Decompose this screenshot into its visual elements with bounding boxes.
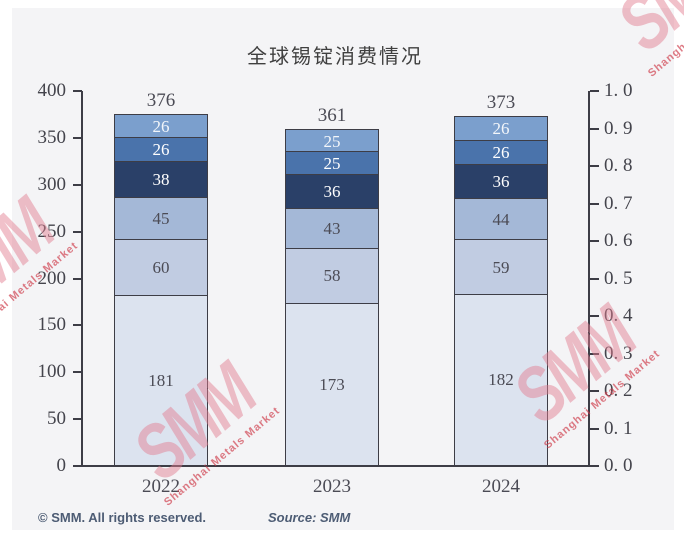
left-axis-tick <box>73 465 82 467</box>
bar-segment-value: 36 <box>323 182 341 202</box>
left-axis-tick <box>73 418 82 421</box>
right-axis-tick <box>590 390 599 392</box>
right-axis-tick <box>590 202 599 205</box>
bar-segment-value: 60 <box>152 258 170 278</box>
right-axis-tick <box>590 240 599 242</box>
right-axis-tick-label: 0. 9 <box>604 117 633 139</box>
bar-segment-segment-2: 60 <box>114 240 208 297</box>
right-axis-tick <box>590 315 599 317</box>
bar-segment-value: 181 <box>148 371 174 391</box>
left-axis-tick <box>73 230 82 233</box>
bar-segment-segment-3: 43 <box>285 209 379 250</box>
x-axis-line <box>81 465 590 467</box>
left-axis-line <box>81 91 83 467</box>
left-axis-tick-label: 100 <box>37 361 67 383</box>
bar-segment-segment-6-top: 26 <box>454 116 548 141</box>
bar-segment-value: 44 <box>492 209 510 229</box>
left-axis-tick-label: 200 <box>37 267 67 289</box>
bar-segment-value: 173 <box>319 374 345 394</box>
bar-segment-segment-1-bottom: 173 <box>285 303 379 466</box>
left-axis-tick <box>73 324 82 327</box>
x-axis-category-label: 2022 <box>142 476 180 497</box>
copyright-text: © SMM. All rights reserved. <box>38 510 207 525</box>
bar-segment-segment-4: 38 <box>114 162 208 198</box>
bar-segment-segment-6-top: 25 <box>285 128 379 152</box>
left-axis-tick-label: 50 <box>47 408 66 430</box>
bar-segment-value: 26 <box>492 119 510 139</box>
right-axis-tick-label: 0. 2 <box>604 380 633 401</box>
left-axis-tick-label: 250 <box>37 220 67 242</box>
bar-segment-segment-5: 26 <box>114 137 208 163</box>
bar-segment-value: 36 <box>492 172 510 192</box>
right-axis-tick <box>590 165 599 167</box>
left-axis-tick <box>73 90 82 92</box>
left-axis-tick <box>73 183 82 186</box>
bar-segment-segment-1-bottom: 181 <box>114 296 208 466</box>
right-axis-tick <box>590 352 599 355</box>
right-axis-tick-label: 1. 0 <box>604 80 633 101</box>
right-axis-tick <box>590 90 599 92</box>
right-axis-tick-label: 0. 6 <box>604 230 633 251</box>
bar-segment-segment-4: 36 <box>454 165 548 199</box>
left-axis-tick-label: 300 <box>37 173 67 195</box>
left-axis-tick <box>73 277 82 280</box>
right-axis-tick-label: 0. 5 <box>604 267 633 289</box>
bar-segment-value: 59 <box>492 258 510 278</box>
left-axis-tick-label: 0 <box>56 455 67 476</box>
left-axis-tick <box>73 371 82 374</box>
bar-segment-segment-6-top: 26 <box>114 113 208 138</box>
right-axis-tick-label: 0. 8 <box>604 155 633 176</box>
right-axis-tick <box>590 427 599 430</box>
right-axis-tick-label: 0. 3 <box>604 342 633 364</box>
right-axis-tick <box>590 277 599 280</box>
left-axis-tick-label: 150 <box>37 314 67 336</box>
right-axis-tick-label: 0. 0 <box>604 455 633 476</box>
bar-segment-value: 58 <box>323 266 341 286</box>
bar-total-label: 376 <box>146 89 176 111</box>
bar-segment-segment-2: 58 <box>285 249 379 304</box>
bar-segment-value: 26 <box>492 142 510 162</box>
x-axis-category-label: 2024 <box>482 476 520 497</box>
bar-segment-value: 26 <box>152 116 170 136</box>
right-axis-tick <box>590 465 599 467</box>
bar-segment-value: 25 <box>323 131 341 151</box>
right-axis-tick-label: 0. 1 <box>604 417 633 439</box>
bar-segment-segment-3: 45 <box>114 197 208 241</box>
bar-segment-segment-4: 36 <box>285 175 379 210</box>
bar-total-label: 373 <box>486 92 516 114</box>
bar-segment-segment-3: 44 <box>454 198 548 241</box>
bar-segment-segment-5: 25 <box>285 151 379 176</box>
right-axis-tick-label: 0. 7 <box>604 192 633 214</box>
bar-segment-segment-5: 26 <box>454 140 548 166</box>
bar-segment-segment-2: 59 <box>454 240 548 296</box>
bar-segment-value: 43 <box>323 219 341 239</box>
bar-segment-value: 38 <box>152 170 170 190</box>
right-axis-tick <box>590 127 599 130</box>
left-axis-tick <box>73 136 82 139</box>
right-axis-line <box>588 91 590 467</box>
right-axis-tick-label: 0. 4 <box>604 305 633 326</box>
bar-segment-value: 26 <box>152 139 170 159</box>
bar-total-label: 361 <box>317 104 347 126</box>
source-text: Source: SMM <box>268 510 351 525</box>
bar-segment-value: 182 <box>488 370 514 390</box>
left-axis-tick-label: 350 <box>37 126 67 148</box>
bar-segment-value: 25 <box>323 153 341 173</box>
left-axis-tick-label: 400 <box>37 80 67 101</box>
bar-segment-segment-1-bottom: 182 <box>454 295 548 466</box>
x-axis-category-label: 2023 <box>313 476 351 497</box>
bar-segment-value: 45 <box>152 208 170 228</box>
chart-title: 全球锡锭消费情况 <box>247 46 423 68</box>
